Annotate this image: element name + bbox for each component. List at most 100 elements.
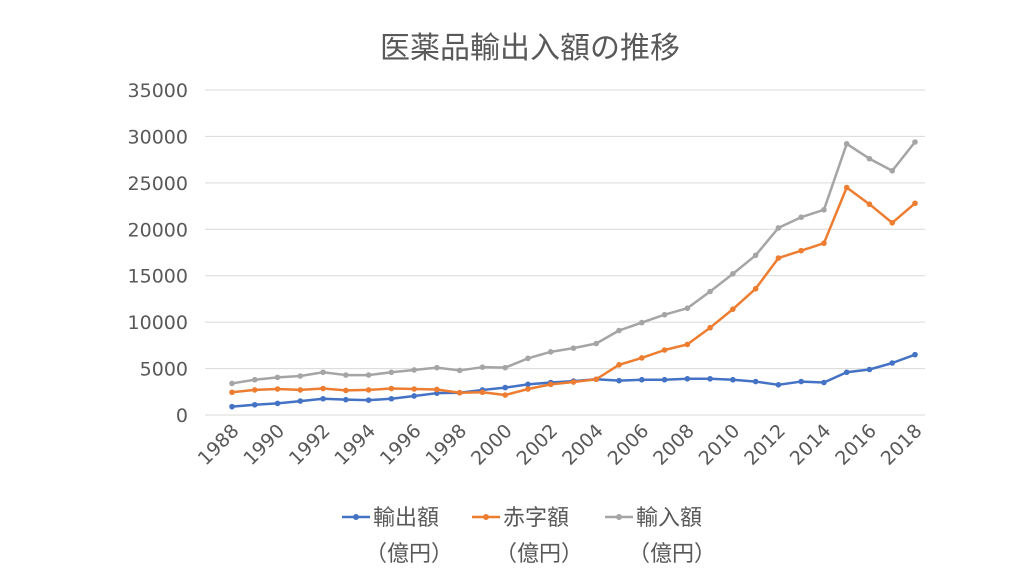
legend-marker-dot — [353, 514, 359, 520]
x-tick-label: 2018 — [877, 420, 927, 470]
data-point — [843, 141, 850, 147]
data-point — [297, 387, 304, 393]
x-tick-label: 1988 — [194, 420, 244, 470]
data-point — [730, 376, 736, 383]
data-point — [274, 400, 281, 407]
data-point — [912, 351, 918, 358]
data-point — [798, 247, 804, 254]
data-point — [456, 367, 463, 374]
legend-unit: （億円） — [495, 542, 583, 567]
x-tick-label: 1998 — [421, 420, 471, 470]
data-point — [229, 380, 235, 387]
y-tick-label: 25000 — [128, 173, 188, 195]
data-point — [411, 393, 417, 399]
data-point — [365, 397, 372, 403]
series-2 — [229, 139, 918, 387]
legend: 輸出額 （億円） 赤字額 （億円） 輸入額 （億円） — [342, 506, 716, 567]
legend-item-2: 輸入額 （億円） — [605, 506, 716, 567]
data-point — [229, 403, 235, 410]
data-point — [593, 340, 600, 347]
data-point — [798, 214, 804, 221]
data-point — [889, 167, 896, 174]
data-point — [525, 381, 531, 388]
data-point — [479, 364, 486, 370]
data-point — [320, 395, 326, 402]
y-tick-label: 10000 — [128, 312, 188, 334]
data-point — [866, 155, 873, 162]
data-point — [843, 369, 850, 376]
series-layer — [229, 139, 918, 410]
series-1 — [229, 184, 918, 398]
data-point — [456, 389, 463, 396]
data-point — [570, 379, 577, 385]
data-point — [639, 355, 645, 361]
legend-label: 輸入額 — [636, 506, 702, 531]
data-point — [297, 398, 304, 404]
data-point — [798, 378, 804, 385]
data-point — [229, 389, 235, 396]
data-point — [365, 372, 372, 378]
data-point — [388, 385, 395, 392]
y-tick-label: 15000 — [128, 266, 188, 288]
data-point — [707, 324, 713, 331]
data-point — [821, 240, 827, 247]
data-point — [752, 285, 759, 292]
x-tick-label: 2010 — [695, 420, 745, 470]
data-point — [775, 225, 782, 231]
data-point — [866, 201, 873, 208]
data-point — [388, 369, 395, 376]
legend-unit: （億円） — [365, 542, 453, 567]
data-point — [866, 366, 873, 373]
legend-label: 赤字額 — [503, 506, 569, 531]
x-tick-label: 2000 — [467, 420, 517, 470]
data-point — [251, 387, 258, 393]
data-point — [274, 386, 281, 392]
data-point — [434, 386, 440, 393]
data-point — [502, 384, 509, 391]
series-line — [231, 186, 916, 397]
data-point — [912, 200, 918, 207]
data-point — [365, 387, 372, 393]
data-point — [889, 360, 896, 366]
data-point — [502, 364, 509, 371]
x-tick-label: 2008 — [649, 420, 699, 470]
data-point — [821, 206, 827, 213]
x-tick-label: 2012 — [740, 420, 790, 470]
y-tick-label: 35000 — [128, 80, 188, 102]
x-tick-label: 1992 — [285, 420, 335, 470]
chart-title: 医薬品輸出入額の推移 — [380, 31, 680, 66]
data-point — [730, 271, 736, 277]
x-tick-label: 2016 — [831, 420, 881, 470]
data-point — [639, 319, 645, 326]
data-point — [411, 367, 417, 373]
legend-unit: （億円） — [628, 542, 716, 567]
data-point — [411, 386, 417, 392]
x-tick-label: 2014 — [786, 420, 836, 470]
data-point — [320, 385, 326, 392]
data-point — [251, 401, 258, 408]
legend-item-0: 輸出額 （億円） — [342, 506, 453, 567]
data-point — [274, 374, 281, 381]
data-point — [707, 375, 713, 382]
x-tick-label: 1996 — [376, 420, 426, 470]
data-point — [297, 373, 304, 379]
data-point — [661, 311, 668, 318]
data-point — [434, 364, 440, 371]
data-point — [752, 378, 759, 385]
data-point — [479, 389, 486, 396]
data-point — [616, 362, 622, 368]
x-axis-ticks: 1988199019921994199619982000200220042006… — [194, 420, 927, 470]
legend-marker-dot — [616, 514, 622, 520]
data-point — [525, 355, 531, 362]
y-tick-label: 5000 — [140, 359, 188, 381]
data-point — [684, 375, 691, 382]
data-point — [388, 395, 395, 402]
data-point — [525, 386, 531, 392]
x-tick-label: 2006 — [604, 420, 654, 470]
data-point — [593, 376, 600, 383]
data-point — [616, 327, 622, 334]
data-point — [661, 376, 668, 383]
data-point — [752, 252, 759, 259]
legend-label: 輸出額 — [373, 506, 439, 531]
